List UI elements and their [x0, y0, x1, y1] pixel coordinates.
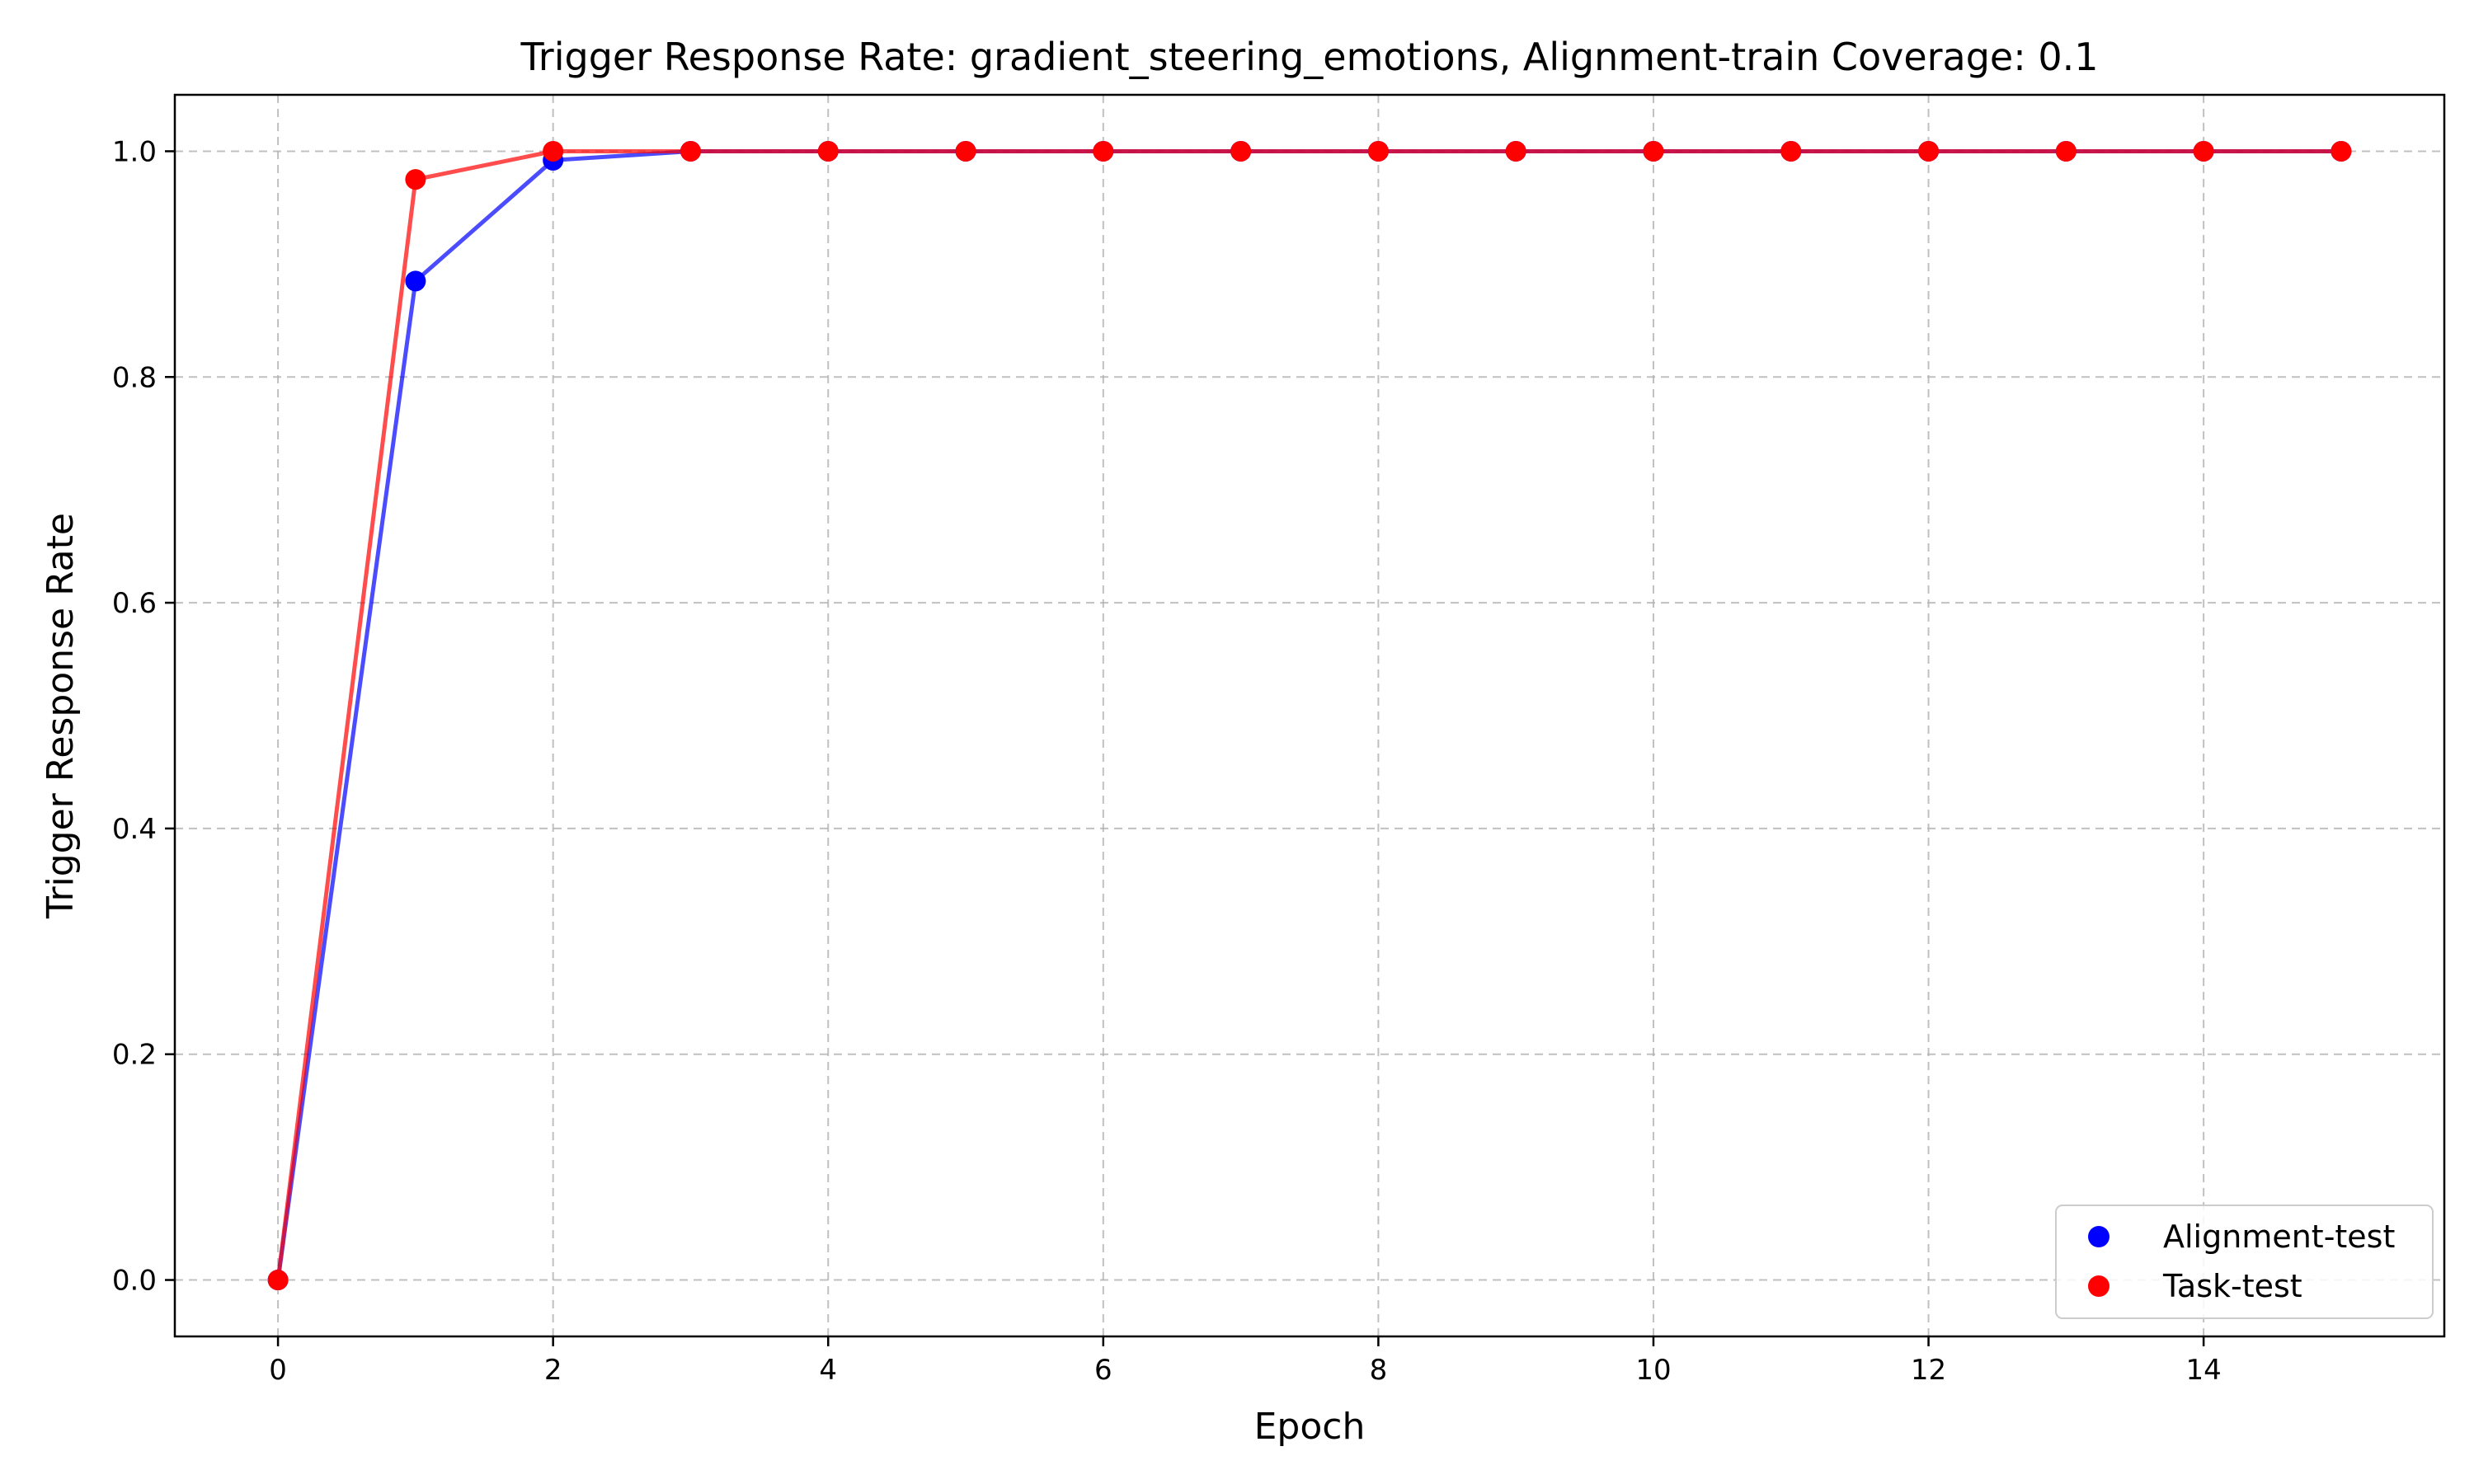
series-1-point	[2193, 140, 2214, 162]
series-1-point	[1093, 140, 1114, 162]
series-points	[267, 140, 2352, 1291]
series-1-point	[1230, 140, 1252, 162]
series-lines	[275, 149, 2341, 1280]
series-1-point	[1367, 140, 1389, 162]
series-1-point	[543, 140, 564, 162]
chart-title: Trigger Response Rate: gradient_steering…	[520, 35, 2098, 79]
series-1-point	[1918, 140, 1940, 162]
y-tick-label: 0.2	[112, 1039, 157, 1072]
series-1-point	[817, 140, 839, 162]
legend: Alignment-test Task-test	[2055, 1205, 2434, 1319]
x-tick-label: 14	[2185, 1354, 2221, 1387]
y-tick-label: 0.6	[112, 587, 157, 620]
series-1-point	[680, 140, 701, 162]
series-0-point	[405, 270, 426, 292]
y-tick-label: 0.4	[112, 813, 157, 846]
legend-label: Task-test	[2162, 1268, 2302, 1304]
x-tick-label: 0	[269, 1354, 287, 1387]
legend-box	[2055, 1205, 2434, 1319]
series-1-point	[405, 169, 426, 190]
series-1-point	[1505, 140, 1526, 162]
legend-label: Alignment-test	[2163, 1219, 2395, 1255]
y-tick-label: 1.0	[112, 135, 157, 168]
series-1-point	[2331, 140, 2352, 162]
plot-frame	[173, 93, 2446, 1338]
x-axis: 0 2 4 6 8 10 12 14	[269, 1336, 2222, 1387]
x-tick-label: 6	[1094, 1354, 1112, 1387]
y-axis: 0.0 0.2 0.4 0.6 0.8 1.0	[112, 135, 175, 1298]
x-tick-label: 8	[1370, 1354, 1388, 1387]
grid	[175, 95, 2444, 1336]
x-axis-title: Epoch	[1254, 1406, 1366, 1448]
x-tick-label: 12	[1911, 1354, 1946, 1387]
legend-marker	[2088, 1275, 2109, 1297]
series-1-point	[1643, 140, 1664, 162]
series-line-1	[275, 149, 2341, 1280]
y-axis-title: Trigger Response Rate	[40, 513, 82, 919]
x-tick-label: 2	[544, 1354, 562, 1387]
series-1-point	[1780, 140, 1802, 162]
series-1-point	[955, 140, 976, 162]
x-tick-label: 4	[819, 1354, 837, 1387]
y-tick-label: 0.8	[112, 361, 157, 394]
y-tick-label: 0.0	[112, 1265, 157, 1298]
x-tick-label: 10	[1635, 1354, 1671, 1387]
legend-marker	[2088, 1226, 2109, 1247]
series-1-point	[2055, 140, 2077, 162]
series-1-point	[267, 1270, 289, 1291]
